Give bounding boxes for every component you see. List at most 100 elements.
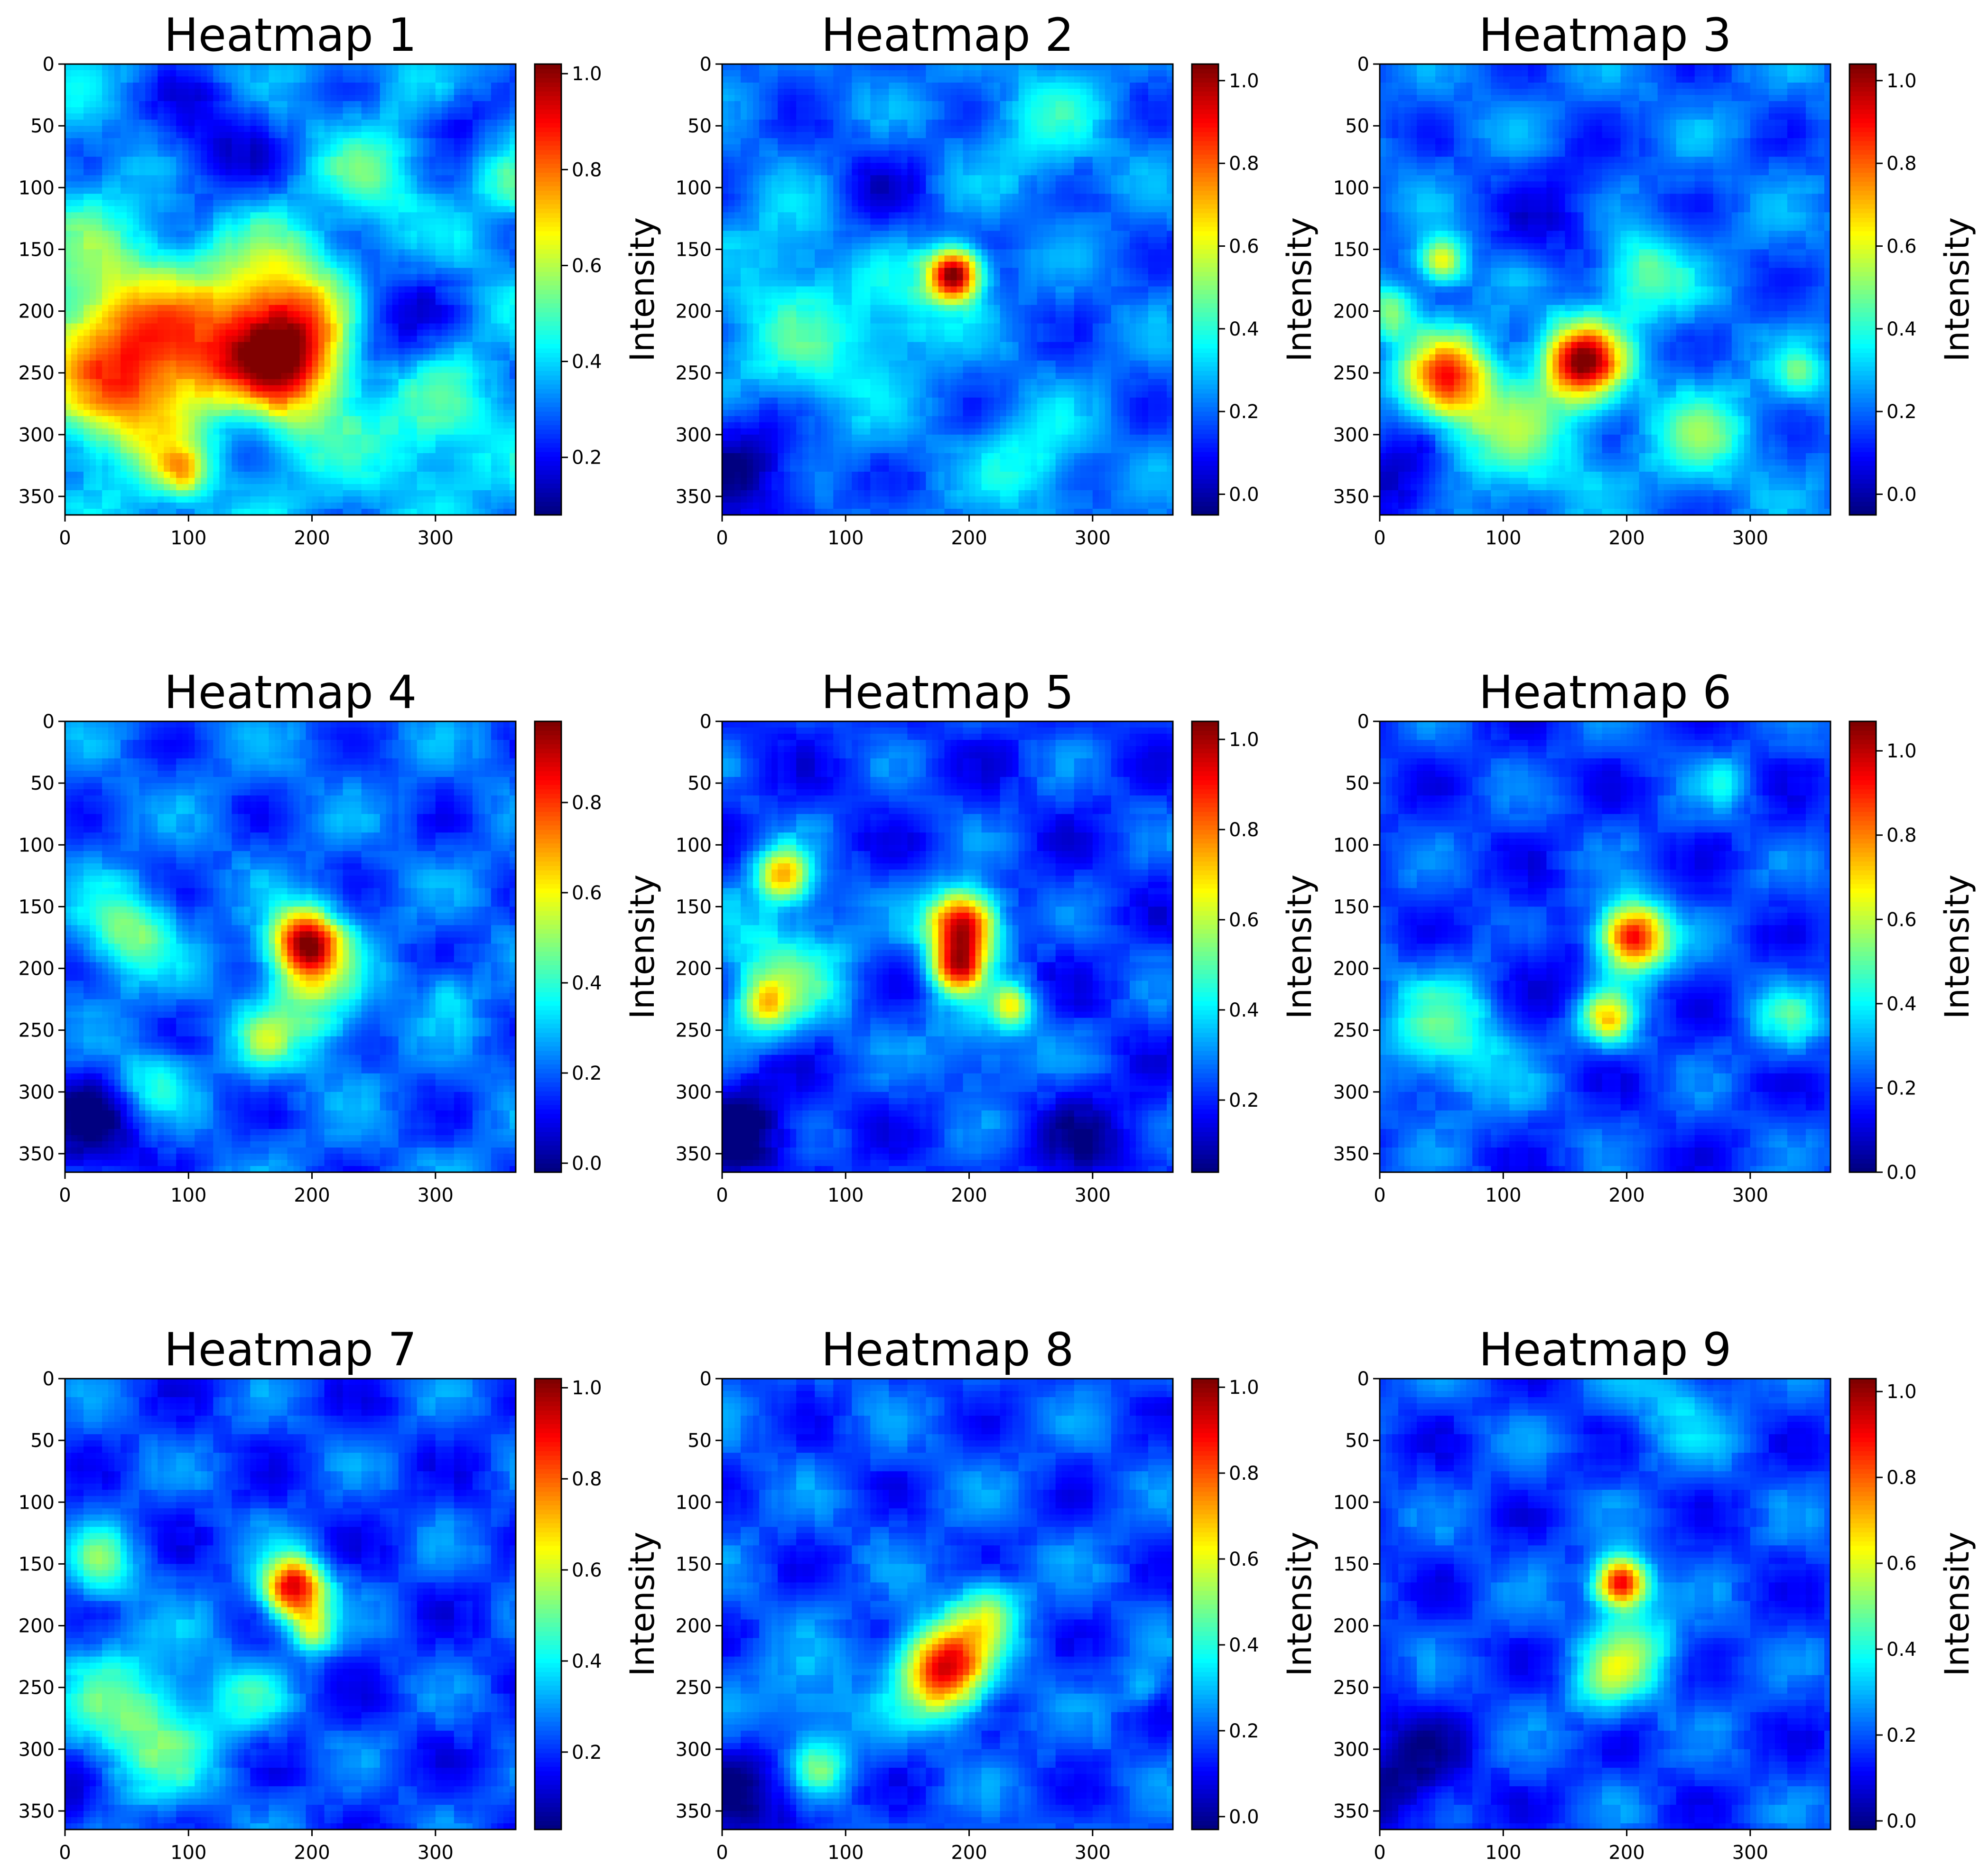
heat-cell [114, 305, 121, 312]
heat-cell [429, 169, 436, 176]
heat-cell [188, 324, 195, 330]
heat-cell [195, 70, 201, 77]
heat-cell [281, 200, 288, 206]
heat-cell [300, 317, 307, 324]
heat-cell [90, 101, 96, 108]
heat-cell [121, 212, 127, 219]
heat-cell [399, 237, 405, 243]
heat-cell [466, 243, 473, 250]
heat-cell [250, 95, 257, 102]
heat-cell [417, 243, 424, 250]
heat-cell [343, 95, 350, 102]
heat-cell [349, 255, 356, 262]
heat-cell [368, 120, 374, 126]
heat-cell [182, 169, 189, 176]
heat-cell [269, 367, 275, 373]
heat-cell [256, 261, 263, 268]
heat-cell [429, 70, 436, 77]
heat-cell [170, 175, 177, 182]
heat-cell [250, 336, 257, 343]
heat-cell [201, 194, 207, 200]
heat-cell [343, 113, 350, 120]
heat-cell [65, 274, 72, 280]
heat-cell [158, 336, 164, 343]
heat-cell [374, 126, 381, 132]
heat-cell [145, 187, 152, 194]
heat-cell [96, 274, 102, 280]
heat-cell [275, 305, 281, 312]
heat-cell [349, 126, 356, 132]
heat-cell [386, 286, 393, 293]
heat-cell [460, 348, 467, 355]
heat-cell [244, 194, 251, 200]
heat-cell [108, 144, 115, 151]
heat-cell [102, 361, 109, 367]
heat-cell [151, 138, 158, 145]
heat-cell [386, 120, 393, 126]
heat-cell [362, 299, 368, 306]
heat-cell [275, 224, 281, 231]
heat-cell [102, 336, 109, 343]
heat-cell [170, 107, 177, 114]
heat-cell [405, 126, 411, 132]
heat-cell [362, 83, 368, 89]
heat-cell [108, 181, 115, 188]
heat-cell [195, 280, 201, 287]
heat-cell [466, 138, 473, 145]
heat-cell [429, 361, 436, 367]
heat-cell [90, 138, 96, 145]
heat-cell [331, 144, 337, 151]
heat-cell [479, 305, 485, 312]
heat-cell [90, 95, 96, 102]
heat-cell [380, 348, 387, 355]
heat-cell [225, 76, 232, 83]
heat-cell [275, 89, 281, 95]
heat-cell [139, 95, 146, 102]
heat-cell [275, 169, 281, 176]
heat-cell [349, 249, 356, 256]
heat-cell [108, 101, 115, 108]
heat-cell [485, 206, 492, 213]
heat-cell [448, 163, 455, 169]
heat-cell [479, 157, 485, 163]
heat-cell [325, 274, 331, 280]
heat-cell [250, 348, 257, 355]
heat-cell [213, 261, 220, 268]
heat-cell [256, 342, 263, 349]
heat-cell [102, 231, 109, 237]
heat-cell [325, 330, 331, 336]
heat-cell [232, 70, 238, 77]
heat-cell [262, 138, 269, 145]
heat-cell [392, 95, 399, 102]
heat-cell [337, 150, 344, 157]
heat-cell [133, 330, 139, 336]
heat-cell [114, 324, 121, 330]
heat-cell [287, 237, 294, 243]
heat-cell [114, 138, 121, 145]
heat-cell [287, 138, 294, 145]
heat-cell [127, 324, 133, 330]
heat-cell [448, 83, 455, 89]
heat-cell [262, 83, 269, 89]
heat-cell [84, 150, 90, 157]
heat-cell [256, 64, 263, 71]
heat-cell [225, 355, 232, 361]
heat-cell [331, 330, 337, 336]
heat-cell [399, 261, 405, 268]
heat-cell [182, 120, 189, 126]
heat-cell [77, 89, 84, 95]
heat-cell [201, 212, 207, 219]
heat-cell [195, 317, 201, 324]
heat-cell [479, 342, 485, 349]
heat-cell [306, 268, 313, 274]
heat-cell [485, 138, 492, 145]
heat-cell [219, 261, 226, 268]
heat-cell [368, 280, 374, 287]
heat-cell [343, 336, 350, 343]
heat-cell [244, 70, 251, 77]
heat-cell [318, 76, 325, 83]
heat-cell [343, 286, 350, 293]
heat-cell [417, 311, 424, 318]
heat-cell [318, 305, 325, 312]
heat-cell [405, 89, 411, 95]
